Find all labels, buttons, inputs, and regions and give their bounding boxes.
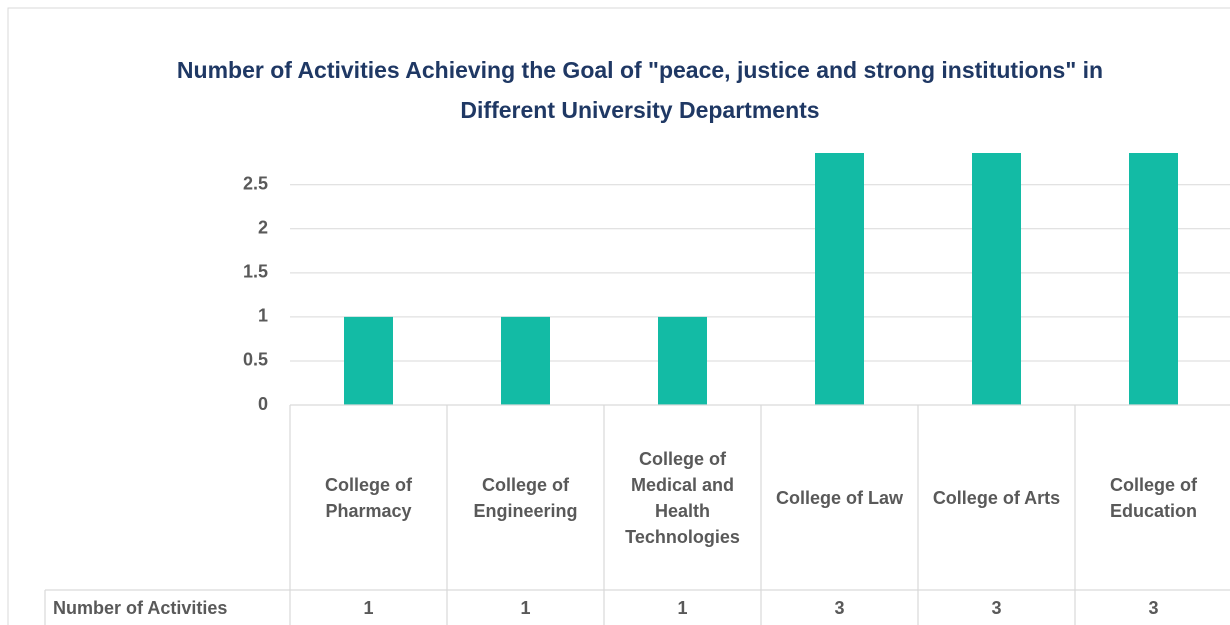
bar bbox=[501, 316, 550, 405]
bar bbox=[658, 316, 707, 405]
bar bbox=[1129, 153, 1178, 405]
chart-border bbox=[7, 7, 1230, 625]
category-label: College of Pharmacy bbox=[324, 474, 412, 521]
bar bbox=[972, 153, 1021, 405]
category-label: College of Engineering bbox=[473, 474, 578, 521]
table-value: 1 bbox=[363, 597, 374, 618]
table-value: 1 bbox=[677, 597, 688, 618]
y-tick-label: 2.5 bbox=[243, 173, 268, 193]
category-label: College of Law bbox=[775, 487, 903, 508]
category-label: College of Arts bbox=[932, 487, 1061, 508]
y-tick-label: 1 bbox=[258, 306, 268, 326]
table-value: 3 bbox=[834, 597, 845, 618]
row-header: Number of Activities bbox=[53, 597, 228, 618]
table-value: 1 bbox=[520, 597, 531, 618]
plot-area bbox=[344, 153, 1178, 405]
y-tick-label: 2 bbox=[258, 218, 268, 238]
chart-title: Number of Activities Achieving the Goal … bbox=[176, 57, 1104, 123]
category-label: College of Education bbox=[1109, 474, 1197, 521]
table-value: 3 bbox=[1148, 597, 1159, 618]
category-label: College of Medical and Health Technologi… bbox=[625, 448, 740, 547]
y-tick-label: 0.5 bbox=[243, 350, 268, 370]
table-value: 3 bbox=[991, 597, 1002, 618]
y-tick-label: 0 bbox=[258, 394, 268, 414]
y-tick-label: 1.5 bbox=[243, 262, 268, 282]
bar bbox=[344, 316, 393, 405]
bar bbox=[815, 153, 864, 405]
